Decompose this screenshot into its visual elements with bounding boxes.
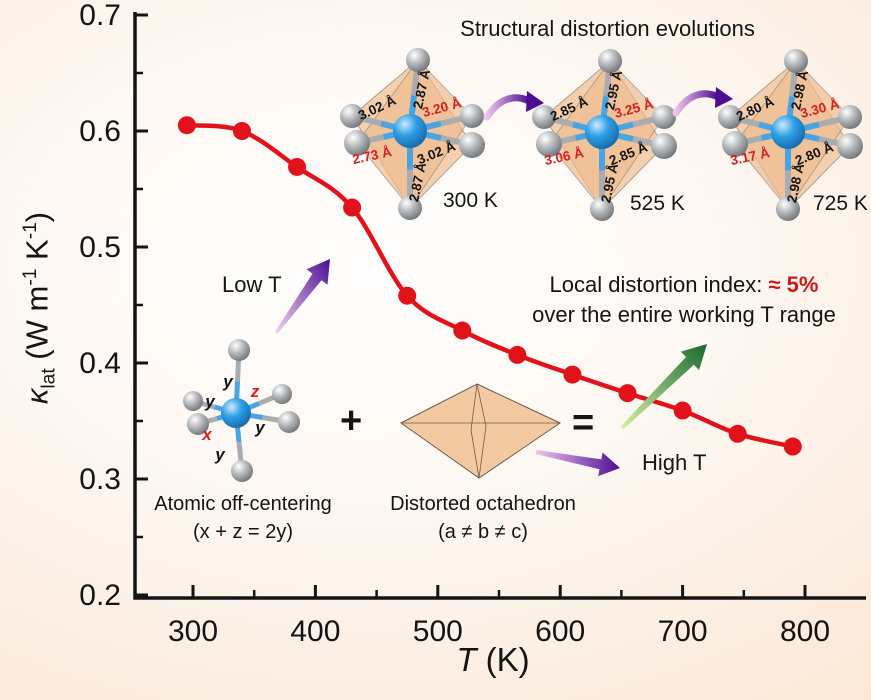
octahedron-temp-label: 300 K <box>443 189 498 212</box>
y-axis-tick-label: 0.6 <box>79 115 121 148</box>
center-atom <box>393 114 427 148</box>
data-point <box>288 157 307 176</box>
high-t-label: High T <box>642 450 707 475</box>
octahedron-diagram-300k: 3.02 Å 2.87 Å 3.20 Å 2.73 Å 3.02 Å 2.87 … <box>340 48 485 220</box>
data-point <box>783 437 802 456</box>
data-point <box>563 365 582 384</box>
center-atom <box>221 398 251 428</box>
center-atom <box>771 115 805 149</box>
gray-atom <box>278 411 300 433</box>
distorted-octahedron-shape <box>400 383 562 479</box>
y-axis-subscript: lat <box>38 368 60 389</box>
x-axis-tick-label: 800 <box>780 615 830 648</box>
gray-atom <box>536 131 562 157</box>
gray-atom <box>459 132 485 158</box>
offcenter-caption: Atomic off-centering <box>154 493 332 515</box>
x-axis-tick-label: 400 <box>290 615 340 648</box>
x-axis-tick-label: 600 <box>535 615 585 648</box>
note-highlight: ≈ 5% <box>768 272 819 297</box>
local-distortion-note: Local distortion index: ≈ 5% over the en… <box>498 270 870 330</box>
x-axis-tick-label: 700 <box>658 615 708 648</box>
y-axis-symbol: κ <box>19 388 55 405</box>
axis-direction-label: z <box>250 382 260 401</box>
plus-sign: + <box>340 400 363 442</box>
gray-atom <box>340 104 364 128</box>
gray-atom <box>183 391 203 411</box>
data-point <box>232 122 251 140</box>
low-t-arrow-icon <box>274 259 330 334</box>
octahedron-diagram-725k: 2.80 Å 2.98 Å 3.30 Å 3.17 Å 2.80 Å 2.98 … <box>718 49 863 221</box>
distorted-caption: Distorted octahedron <box>390 493 576 515</box>
data-point <box>673 401 692 420</box>
data-point <box>618 384 637 403</box>
gray-atom <box>228 339 250 361</box>
data-point <box>398 286 417 305</box>
gray-atom <box>784 49 808 73</box>
gray-atom <box>398 196 422 220</box>
gray-atom <box>722 131 748 157</box>
y-axis-tick-label: 0.3 <box>79 463 121 496</box>
gray-atom <box>651 133 677 159</box>
data-point <box>453 321 472 340</box>
gray-atom <box>272 384 292 404</box>
equals-sign: = <box>572 402 595 444</box>
y-axis-tick-label: 0.4 <box>79 347 121 380</box>
data-point <box>343 198 362 217</box>
gray-atom <box>187 413 209 435</box>
data-point <box>508 345 527 364</box>
purple-curved-arrow-icon <box>483 91 544 121</box>
data-point <box>177 116 196 135</box>
offcenter-formula: (x + z = 2y) <box>192 521 294 543</box>
gray-atom <box>344 130 370 156</box>
gray-atom <box>532 105 556 129</box>
axis-direction-label: x <box>201 425 213 444</box>
purple-curved-arrow-icon <box>672 87 733 117</box>
axis-direction-label: y <box>254 418 266 437</box>
data-point <box>728 424 747 443</box>
y-axis-label: κlat (W m-1 K-1) <box>19 211 60 405</box>
green-trend-arrow-icon <box>620 344 707 430</box>
atomic-off-centering-diagram: y y z x y y <box>183 339 300 482</box>
y-axis-tick-label: 0.7 <box>79 0 121 32</box>
gray-atom <box>838 105 862 129</box>
high-t-arrow-icon <box>535 450 620 477</box>
gray-atom <box>837 133 863 159</box>
gray-atom <box>776 197 800 221</box>
note-line2: over the entire working T range <box>532 302 836 327</box>
gray-atom <box>598 49 622 73</box>
y-axis-tick-label: 0.5 <box>79 231 121 264</box>
y-axis-tick-label: 0.2 <box>79 579 121 612</box>
gray-atom <box>460 104 484 128</box>
note-text: Local distortion index: <box>549 272 769 297</box>
axis-direction-label: y <box>204 392 216 411</box>
axis-direction-label: y <box>214 445 226 464</box>
octahedron-temp-label: 525 K <box>630 192 685 215</box>
low-t-label: Low T <box>222 272 282 297</box>
structural-distortion-title: Structural distortion evolutions <box>460 16 755 41</box>
octahedron-diagram-525k: 2.85 Å 2.95 Å 3.25 Å 3.06 Å 2.85 Å 2.95 … <box>532 49 677 221</box>
axis-direction-label: y <box>222 372 234 391</box>
gray-atom <box>718 105 742 129</box>
x-axis-tick-label: 500 <box>413 615 463 648</box>
gray-atom <box>590 197 614 221</box>
gray-atom <box>406 48 430 72</box>
x-axis-tick-label: 300 <box>168 615 218 648</box>
center-atom <box>585 115 619 149</box>
gray-atom <box>652 105 676 129</box>
x-axis-label: T (K) <box>456 641 530 678</box>
octahedron-temp-label: 725 K <box>813 192 868 215</box>
gray-atom <box>231 460 253 482</box>
distorted-formula: (a ≠ b ≠ c) <box>438 521 528 543</box>
